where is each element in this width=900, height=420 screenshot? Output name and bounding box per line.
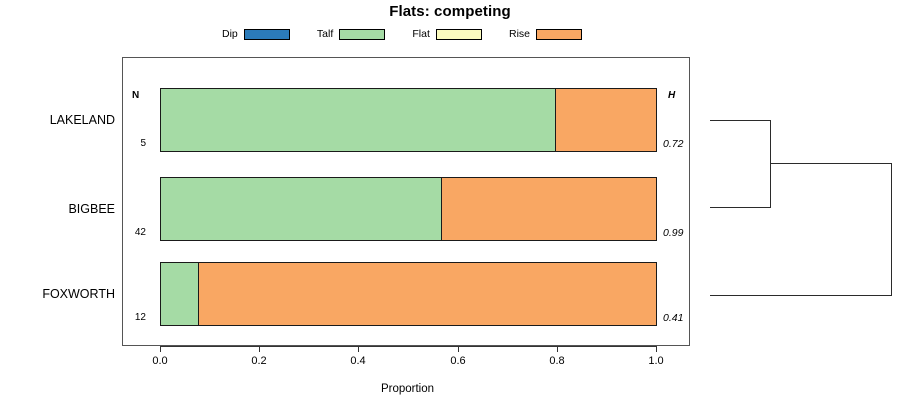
legend-label-rise: Rise — [509, 28, 531, 40]
legend-item-flat: Flat — [412, 26, 482, 42]
legend-swatch-rise — [536, 28, 583, 40]
legend-swatch-talf — [339, 28, 386, 40]
legend-spacer — [385, 34, 412, 35]
bar-segment-talf — [160, 177, 443, 241]
row-n-foxworth: 12 — [134, 312, 146, 323]
x-tick-label: 0.2 — [251, 355, 267, 367]
legend: Dip Talf Flat Rise — [222, 26, 583, 42]
x-tick-mark — [656, 346, 657, 352]
legend-label-flat: Flat — [412, 28, 430, 40]
x-tick-mark — [557, 346, 558, 352]
column-header-n: N — [132, 90, 140, 101]
x-tick-label: 0.8 — [549, 355, 565, 367]
bar-segment-talf — [160, 88, 557, 152]
dendrogram — [690, 57, 900, 346]
x-axis-title: Proportion — [380, 383, 435, 395]
legend-item-talf: Talf — [316, 26, 386, 42]
x-tick-label: 1.0 — [648, 355, 664, 367]
legend-item-rise: Rise — [509, 26, 583, 42]
row-h-foxworth: 0.41 — [663, 312, 684, 324]
row-n-lakeland: 5 — [140, 138, 146, 149]
legend-spacer — [290, 34, 317, 35]
legend-item-dip: Dip — [222, 26, 290, 42]
x-tick-mark — [358, 346, 359, 352]
bar-segment-rise — [555, 88, 657, 152]
row-label-bigbee: BIGBEE — [68, 202, 115, 216]
x-tick-mark — [259, 346, 260, 352]
table-row — [160, 177, 657, 241]
page-title: Flats: competing — [389, 3, 511, 20]
bar-segment-talf — [160, 262, 200, 326]
x-tick-mark — [160, 346, 161, 352]
x-tick-label: 0.6 — [450, 355, 466, 367]
legend-label-talf: Talf — [316, 28, 334, 40]
x-tick-label: 0.0 — [152, 355, 168, 367]
legend-swatch-dip — [243, 28, 290, 40]
bar-segment-rise — [198, 262, 657, 326]
bar-segment-rise — [441, 177, 657, 241]
row-label-lakeland: LAKELAND — [49, 113, 115, 127]
dendrogram-branch-cluster — [770, 163, 892, 165]
row-h-lakeland: 0.72 — [663, 138, 684, 150]
legend-spacer — [482, 34, 509, 35]
x-tick-mark — [458, 346, 459, 352]
table-row — [160, 262, 657, 326]
column-header-h: H — [668, 90, 676, 101]
x-tick-label: 0.4 — [350, 355, 366, 367]
legend-label-dip: Dip — [222, 28, 238, 40]
dendrogram-branch-foxworth — [710, 295, 892, 297]
row-label-foxworth: FOXWORTH — [42, 287, 115, 301]
dendrogram-node-root — [891, 163, 893, 296]
legend-swatch-flat — [435, 28, 482, 40]
row-h-bigbee: 0.99 — [663, 227, 684, 239]
row-n-bigbee: 42 — [134, 227, 146, 238]
dendrogram-branch-lakeland — [710, 120, 771, 122]
x-axis-line — [160, 346, 657, 347]
dendrogram-branch-bigbee — [710, 207, 771, 209]
table-row — [160, 88, 657, 152]
